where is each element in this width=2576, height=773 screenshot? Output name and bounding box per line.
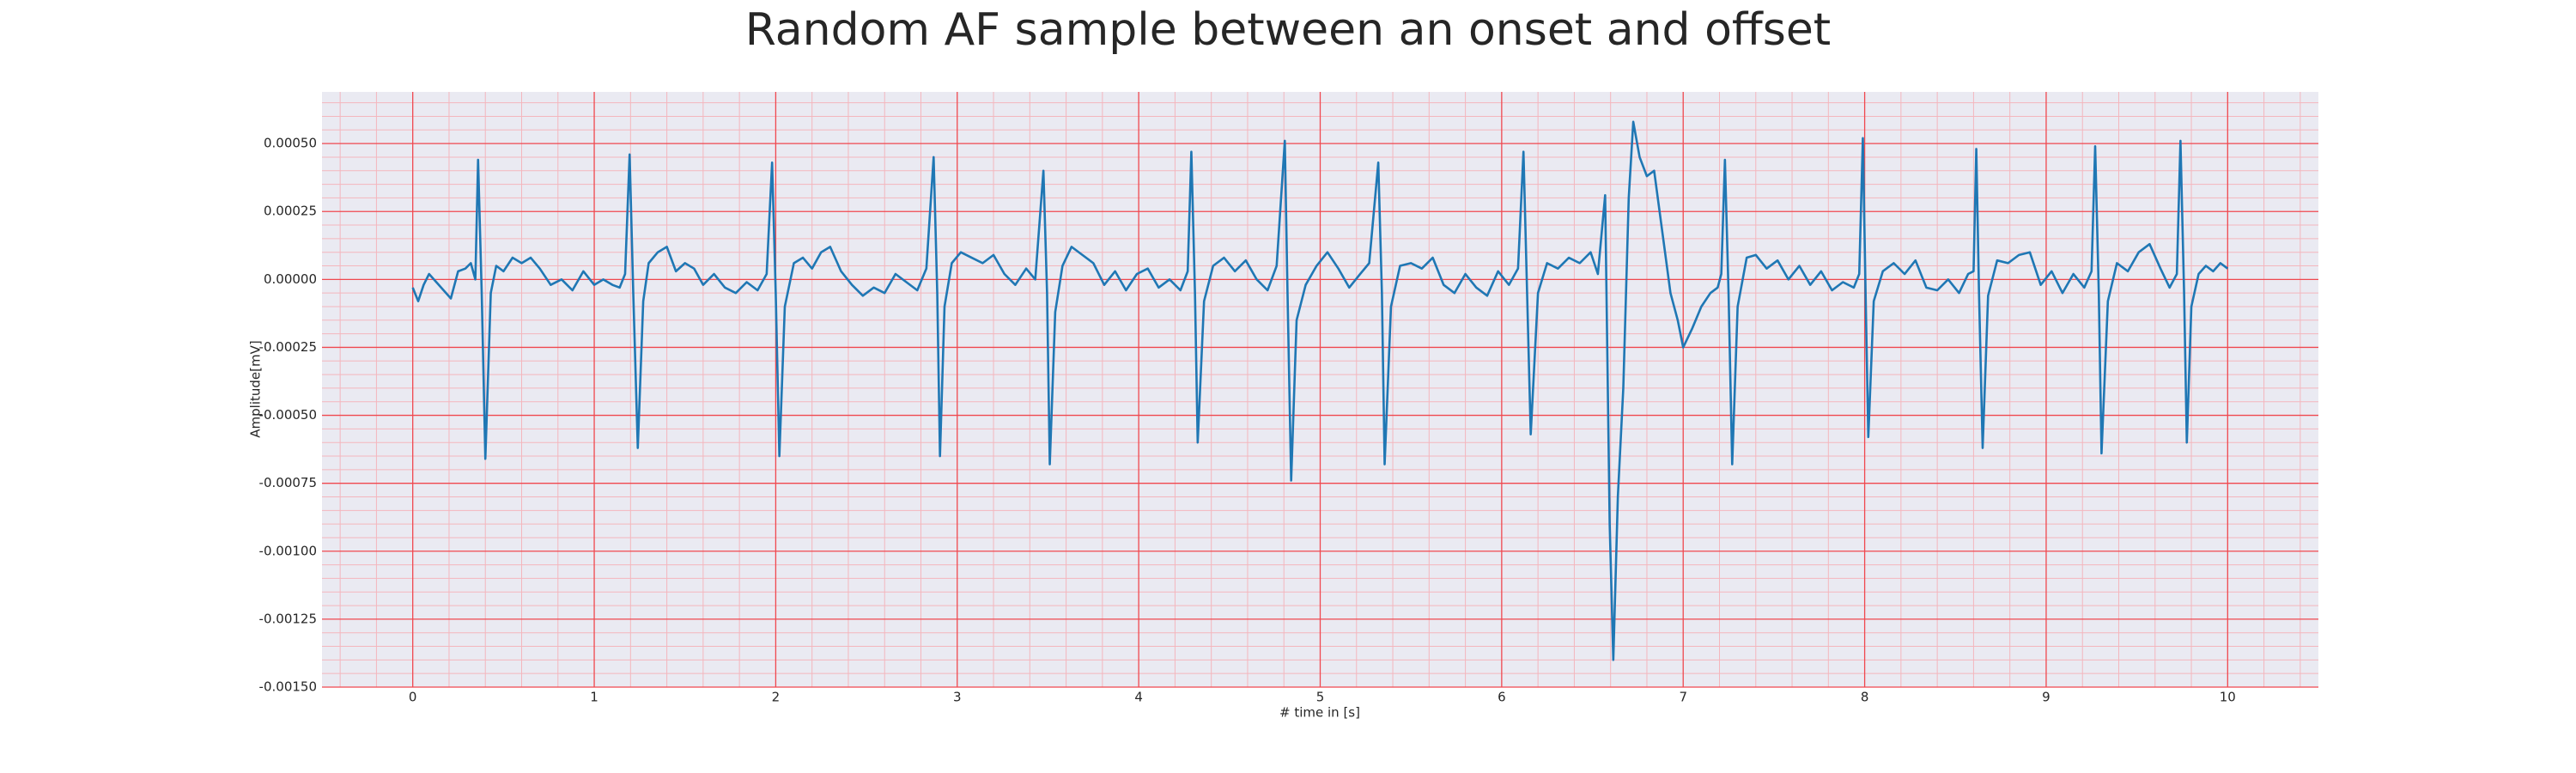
signal-line [411, 120, 2229, 661]
x-tick-label: 4 [1134, 690, 1143, 705]
marks [411, 120, 2229, 661]
y-tick-label: -0.00125 [259, 611, 317, 626]
y-tick-label: 0.00000 [264, 271, 317, 287]
y-tick-label: -0.00025 [259, 339, 317, 355]
chart-title: Random AF sample between an onset and of… [745, 4, 1831, 56]
x-tick-label: 8 [1861, 690, 1869, 705]
y-tick-label: 0.00050 [264, 136, 317, 151]
x-tick-label: 7 [1679, 690, 1687, 705]
x-tick-label: 9 [2042, 690, 2050, 705]
x-tick-label: 2 [772, 690, 781, 705]
y-tick-label: 0.00025 [264, 204, 317, 219]
x-tick-label: 1 [590, 690, 598, 705]
x-tick-label: 10 [2220, 690, 2236, 705]
y-tick-label: -0.00150 [259, 679, 317, 695]
x-tick-label: 6 [1498, 690, 1506, 705]
y-axis-label: Amplitude[mV] [248, 340, 264, 437]
x-tick-label: 3 [953, 690, 962, 705]
y-tick-label: -0.00050 [259, 407, 317, 423]
x-axis-label: # time in [s] [1279, 705, 1360, 721]
x-tick-label: 5 [1316, 690, 1325, 705]
y-tick-label: -0.00100 [259, 543, 317, 558]
grid [322, 92, 2318, 688]
y-tick-label: -0.00075 [259, 475, 317, 490]
x-tick-label: 0 [409, 690, 417, 705]
